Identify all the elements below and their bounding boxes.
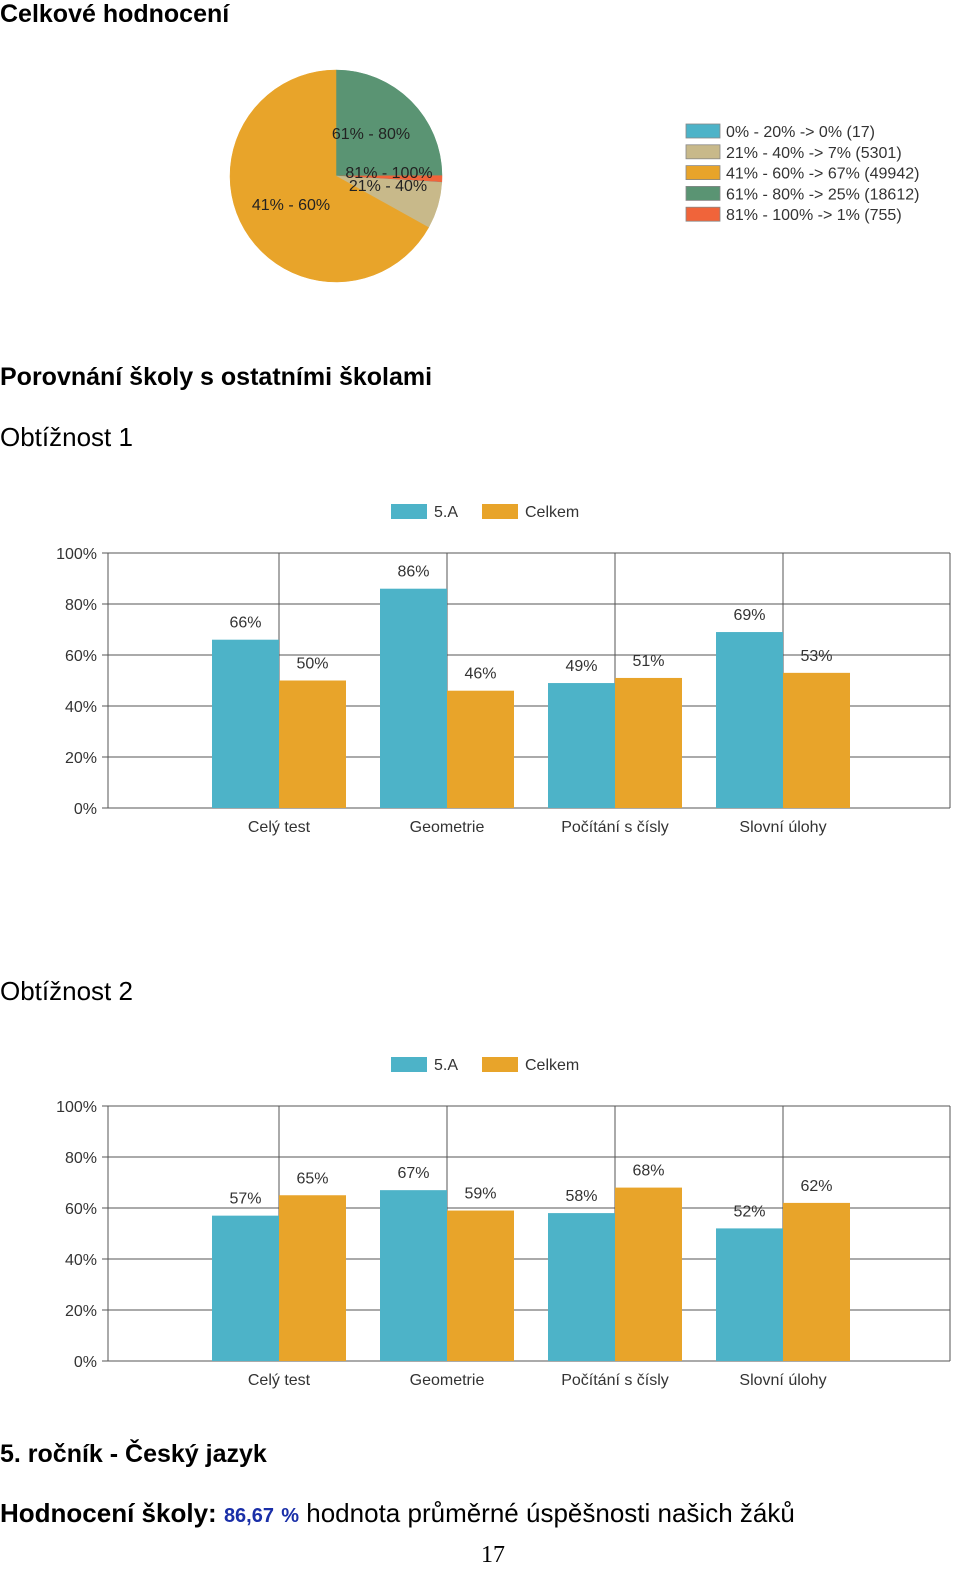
chart2-category-label: Slovní úlohy [739, 1372, 826, 1389]
pie-slice-label: 81% - 100% [345, 165, 432, 182]
chart1-legend-label: Celkem [525, 504, 579, 521]
pie-legend-label: 61% - 80% -> 25% (18612) [726, 186, 919, 203]
chart1-bar [380, 588, 447, 808]
chart2-bar-label: 58% [565, 1188, 597, 1205]
chart2-bar-label: 67% [397, 1165, 429, 1182]
school-rating-value: 86,67 [223, 1505, 274, 1527]
chart1-bar-label: 51% [632, 653, 664, 670]
chart1-bar-label: 66% [229, 615, 261, 632]
comparison-title: Porovnání školy s ostatními školami [0, 363, 433, 391]
chart2-bar [447, 1210, 514, 1361]
difficulty2-title: Obtížnost 2 [0, 976, 133, 1006]
chart2-bar-label: 65% [296, 1170, 328, 1187]
chart1-bar-label: 53% [800, 648, 832, 665]
pie-legend-label: 41% - 60% -> 67% (49942) [726, 166, 919, 183]
chart1-ytick-label: 40% [65, 699, 97, 716]
difficulty1-bar-chart: 5.A Celkem 0% 20% 40% 60% 80% 100% 66% 50% Celý te… [56, 504, 951, 836]
pie-slice-label: 61% - 80% [332, 126, 410, 143]
chart1-ytick-label: 60% [65, 648, 97, 665]
chart2-bar-label: 59% [464, 1186, 496, 1203]
chart1-category-label: Slovní úlohy [739, 819, 826, 836]
overall-title: Celkové hodnocení [0, 0, 230, 28]
chart2-category-label: Počítání s čísly [561, 1372, 669, 1389]
chart2-ytick-label: 80% [65, 1150, 97, 1167]
chart2-ytick-label: 60% [65, 1201, 97, 1218]
chart1-bar-label: 49% [565, 658, 597, 675]
pie-legend-label: 81% - 100% -> 1% (755) [726, 207, 902, 224]
chart2-ytick-label: 0% [74, 1354, 97, 1371]
chart2-category-label: Geometrie [410, 1372, 485, 1389]
chart2-ytick-label: 100% [56, 1099, 97, 1116]
chart1-bar [615, 677, 682, 808]
chart1-legend-swatch [391, 504, 427, 519]
chart2-bar-label: 52% [733, 1203, 765, 1220]
school-rating-line: Hodnocení školy: 86,67 % hodnota průměrn… [0, 1498, 795, 1529]
difficulty2-bar-chart: 5.A Celkem 0% 20% 40% 60% 80% 100% 57% 65% Celý te… [56, 1057, 951, 1389]
chart1-legend-swatch [482, 504, 518, 519]
chart1-bar [548, 683, 615, 808]
pie-slice-label: 41% - 60% [252, 197, 330, 214]
pie-legend-swatch [685, 123, 721, 139]
chart1-category-label: Geometrie [410, 819, 485, 836]
chart2-ytick-label: 40% [65, 1252, 97, 1269]
chart2-category-label: Celý test [248, 1372, 311, 1389]
chart1-category-label: Počítání s čísly [561, 819, 669, 836]
chart1-bar [716, 632, 783, 808]
chart1-bar [212, 639, 279, 808]
overall-pie-chart: 61% - 80% 81% - 100%21% - 40% 41% - 60% 0% … [229, 69, 919, 283]
chart2-bar [783, 1202, 850, 1361]
pie-legend-label: 0% - 20% -> 0% (17) [726, 124, 875, 141]
chart1-legend-label: 5.A [434, 504, 458, 521]
school-rating-label: Hodnocení školy: [0, 1498, 217, 1528]
chart2-bar-label: 57% [229, 1191, 261, 1208]
chart2-legend-swatch [391, 1057, 427, 1072]
school-rating-desc1: hodnota [306, 1498, 401, 1528]
pie-slice [335, 69, 443, 177]
chart1-ytick-label: 100% [56, 546, 97, 563]
pie-slice [229, 69, 429, 283]
chart2-bar [548, 1213, 615, 1361]
chart2-legend-label: 5.A [434, 1057, 458, 1074]
chart1-bar [783, 672, 850, 808]
pie-legend-swatch [685, 185, 721, 201]
chart2-legend-label: Celkem [525, 1057, 579, 1074]
chart1-ytick-label: 0% [74, 801, 97, 818]
difficulty1-title: Obtížnost 1 [0, 422, 133, 452]
chart2-bar [615, 1187, 682, 1361]
chart1-category-label: Celý test [248, 819, 311, 836]
chart1-bar-label: 46% [464, 666, 496, 683]
chart2-ytick-label: 20% [65, 1303, 97, 1320]
chart2-bar [716, 1228, 783, 1361]
pie-legend-swatch [685, 165, 721, 180]
pie-legend-label: 21% - 40% -> 7% (5301) [726, 145, 902, 162]
chart2-bar-label: 62% [800, 1178, 832, 1195]
pie-slice-label: 21% - 40% [349, 178, 427, 195]
school-rating-unit: % [281, 1505, 300, 1527]
subject-title: 5. ročník - Český jazyk [0, 1440, 267, 1468]
chart1-bar-label: 69% [733, 607, 765, 624]
chart1-bar-label: 86% [397, 564, 429, 581]
chart1-ytick-label: 80% [65, 597, 97, 614]
chart1-bar [447, 690, 514, 808]
chart2-legend-swatch [482, 1057, 518, 1072]
chart1-bar-label: 50% [296, 656, 328, 673]
chart2-bar [380, 1190, 447, 1361]
chart1-ytick-label: 20% [65, 750, 97, 767]
pie-legend-swatch [685, 144, 721, 160]
school-rating-desc2: průměrné úspěšnosti našich žáků [407, 1498, 795, 1528]
chart2-bar [212, 1215, 279, 1361]
chart2-bar-label: 68% [632, 1163, 664, 1180]
pie-legend-swatch [685, 206, 721, 222]
chart2-bar [279, 1195, 346, 1361]
page-number: 17 [481, 1542, 505, 1568]
chart1-bar [279, 680, 346, 808]
